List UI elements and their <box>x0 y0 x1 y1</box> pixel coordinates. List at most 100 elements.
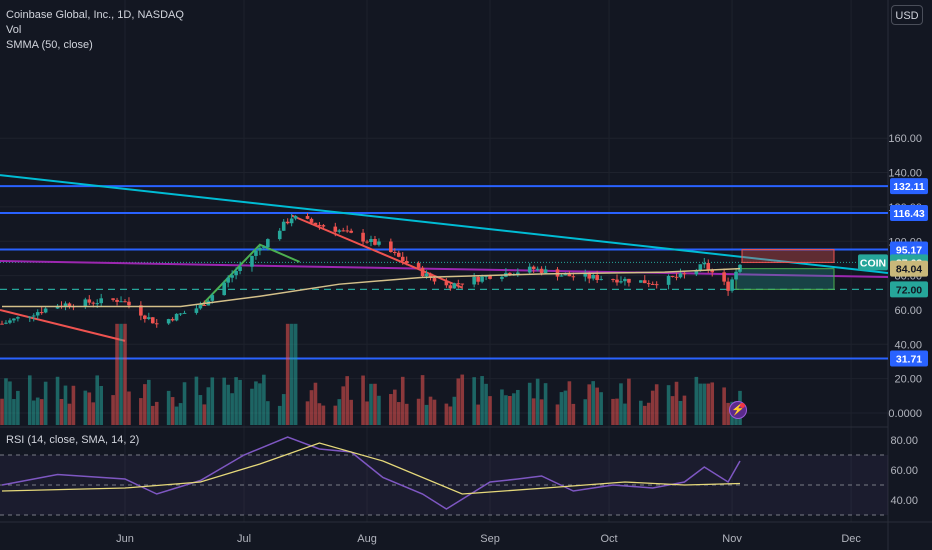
candle-body <box>393 252 397 254</box>
candle-body <box>12 318 16 321</box>
candle-body <box>452 283 457 289</box>
candle-body <box>599 279 603 281</box>
volume-bar <box>194 376 199 425</box>
volume-bar <box>543 383 548 425</box>
volume-bar <box>178 403 183 425</box>
candle-body <box>694 270 699 275</box>
candle-body <box>31 315 36 317</box>
price-label-level: 132.11 <box>893 181 925 193</box>
candle-body <box>43 308 48 313</box>
candle-body <box>143 315 147 319</box>
candle-body <box>115 299 119 302</box>
rsi-legend[interactable]: RSI (14, close, SMA, 14, 2) <box>6 434 140 446</box>
candle-body <box>99 298 103 304</box>
volume-bar <box>535 378 540 425</box>
candle-body <box>238 266 242 271</box>
candle-body <box>250 255 254 267</box>
candle-body <box>674 276 679 278</box>
time-tick-label: Oct <box>601 533 618 545</box>
volume-bar <box>27 375 32 425</box>
volume-bar <box>682 395 687 425</box>
candle-body <box>480 276 484 282</box>
candle-body <box>222 282 226 296</box>
volume-bar <box>238 379 242 425</box>
volume-bar <box>111 395 115 425</box>
volume-bar <box>95 375 100 425</box>
candle-body <box>484 275 488 277</box>
candle-body <box>35 312 40 316</box>
candle-body <box>666 275 671 285</box>
candle-body <box>154 323 159 325</box>
volume-bar <box>150 405 155 425</box>
candle-body <box>258 247 262 251</box>
candle-body <box>4 322 8 324</box>
rsi-line <box>1 436 741 510</box>
candle-body <box>567 274 572 277</box>
volume-bar <box>710 382 715 425</box>
candle-body <box>266 239 270 248</box>
time-tick-label: Sep <box>480 533 500 545</box>
candle-body <box>476 276 480 282</box>
volume-bar <box>619 383 623 425</box>
time-tick-label: Nov <box>722 533 742 545</box>
candle-body <box>83 299 88 307</box>
candle-body <box>166 319 171 324</box>
volume-bar <box>59 398 64 425</box>
volume-bar <box>115 323 119 425</box>
candle-body <box>262 247 266 249</box>
volume-bar <box>309 390 314 425</box>
volume-bar <box>361 375 365 425</box>
volume-bar <box>448 406 453 425</box>
candle-body <box>432 277 437 282</box>
volume-bar <box>432 399 437 425</box>
volume-bar <box>67 403 72 425</box>
candle-body <box>654 284 659 286</box>
volume-bar <box>484 383 488 425</box>
candle-body <box>706 263 711 271</box>
smma-line <box>2 267 741 308</box>
candle-body <box>182 312 187 314</box>
volume-bar <box>722 387 726 425</box>
target-zone-box <box>735 268 835 290</box>
candle-body <box>309 218 314 223</box>
candle-body <box>619 281 623 283</box>
price-tick-label: 140.00 <box>888 168 922 180</box>
price-label-bg <box>890 260 928 277</box>
candle-body <box>313 222 318 225</box>
volume-bar <box>555 404 560 425</box>
volume-bars <box>0 323 742 425</box>
volume-legend[interactable]: Vol <box>6 24 22 36</box>
volume-bar <box>623 403 627 425</box>
candle-body <box>670 275 675 277</box>
indicator-lines <box>2 267 741 308</box>
candle-body <box>361 232 365 242</box>
volume-bar <box>254 381 258 425</box>
volume-bar <box>277 405 282 425</box>
candle-body <box>333 226 338 232</box>
volume-bar <box>174 406 179 425</box>
volume-bar <box>305 401 310 425</box>
candle-body <box>571 276 576 278</box>
candle-body <box>428 273 433 278</box>
volume-bar <box>400 376 405 425</box>
trendline-purple <box>0 260 889 278</box>
volume-bar <box>670 396 675 425</box>
candle-body <box>678 273 683 278</box>
symbol-legend[interactable]: Coinbase Global, Inc., 1D, NASDAQ <box>6 9 184 21</box>
candle-body <box>0 323 4 325</box>
volume-bar <box>55 376 60 425</box>
smma-legend[interactable]: SMMA (50, close) <box>6 39 93 51</box>
candle-body <box>345 230 349 232</box>
volume-bar <box>226 384 230 425</box>
volume-bar <box>595 387 599 425</box>
candle-body <box>230 275 234 278</box>
volume-bar <box>262 374 266 425</box>
candle-body <box>456 283 461 285</box>
currency-button[interactable]: USD <box>891 5 923 25</box>
candle-body <box>650 283 655 285</box>
candle-body <box>460 283 465 285</box>
candle-body <box>178 313 183 315</box>
volume-bar <box>396 402 401 425</box>
volume-bar <box>147 379 151 425</box>
